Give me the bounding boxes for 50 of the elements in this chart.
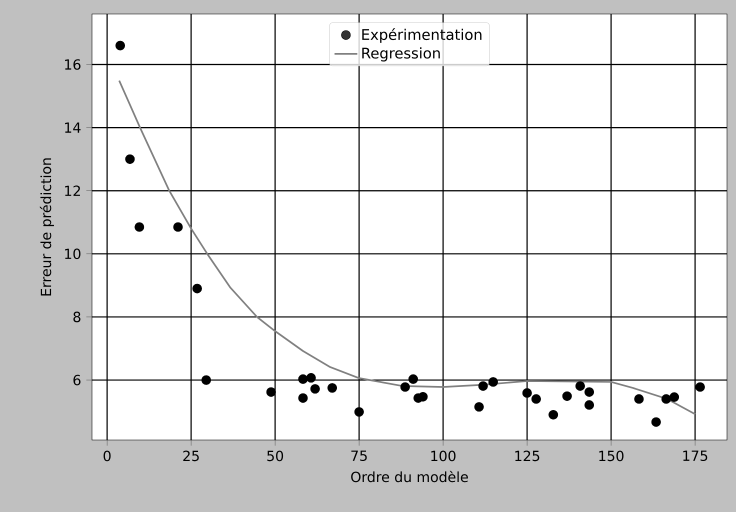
- point: [418, 392, 428, 402]
- point: [173, 222, 183, 232]
- legend-label: Expérimentation: [362, 28, 482, 43]
- y-tick-label: 14: [65, 122, 81, 133]
- point: [584, 400, 594, 410]
- point: [125, 154, 135, 164]
- point: [474, 402, 484, 412]
- point: [266, 387, 276, 397]
- point: [115, 40, 126, 50]
- x-tick-label: 0: [104, 450, 111, 462]
- point: [522, 388, 532, 398]
- point: [306, 373, 316, 383]
- x-axis-title: Ordre du modèle: [351, 470, 468, 482]
- point: [531, 394, 541, 404]
- point: [634, 394, 644, 404]
- point: [584, 387, 594, 397]
- point: [298, 393, 308, 403]
- y-tick-label: 16: [65, 59, 80, 70]
- point: [562, 391, 572, 401]
- point: [310, 384, 320, 394]
- point: [134, 222, 144, 232]
- x-tick-label: 125: [515, 450, 540, 462]
- point: [201, 375, 212, 385]
- x-tick-label: 175: [683, 450, 708, 462]
- point: [408, 374, 418, 384]
- point: [327, 383, 338, 393]
- point: [661, 394, 671, 404]
- point: [651, 417, 661, 427]
- point: [354, 407, 364, 417]
- x-tick-label: 150: [599, 450, 624, 462]
- x-tick-label: 50: [267, 450, 284, 462]
- x-tick-label: 100: [431, 450, 456, 462]
- y-tick-label: 8: [73, 312, 80, 322]
- point: [478, 381, 488, 391]
- y-tick-label: 10: [65, 248, 80, 260]
- x-tick-label: 75: [351, 450, 367, 462]
- point: [669, 392, 680, 402]
- point: [488, 377, 498, 387]
- point: [695, 382, 705, 392]
- y-axis-title: Erreur de prédiction: [40, 158, 54, 296]
- line-series: [118, 80, 696, 415]
- point: [298, 374, 308, 384]
- point: [575, 381, 585, 391]
- x-tick-label: 25: [183, 450, 199, 462]
- point: [548, 410, 558, 420]
- point: [400, 382, 410, 392]
- y-tick-label: 12: [65, 186, 80, 196]
- point: [192, 284, 202, 294]
- legend-label: Regression: [362, 47, 440, 62]
- y-tick-label: 6: [73, 374, 80, 386]
